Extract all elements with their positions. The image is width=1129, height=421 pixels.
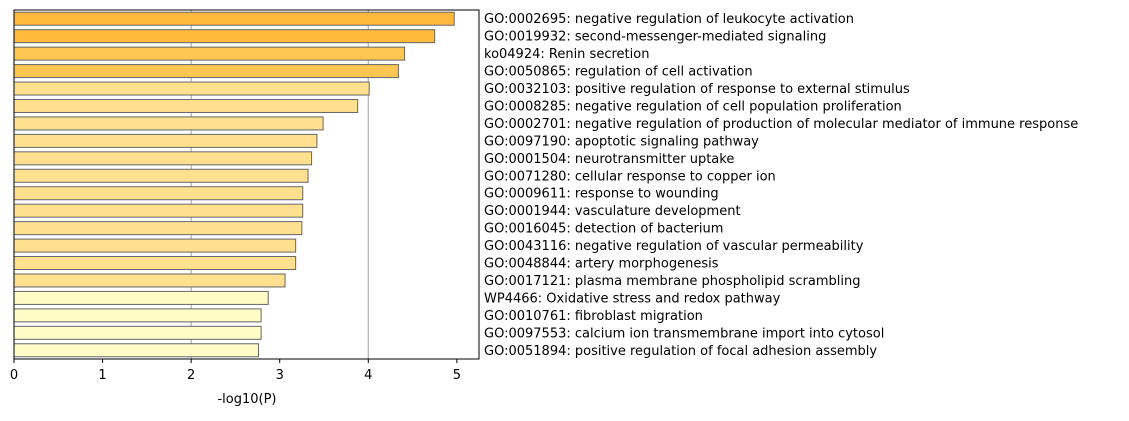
bar-4 <box>13 64 399 79</box>
category-label: GO:0002695: negative regulation of leuko… <box>484 12 854 27</box>
bar-18 <box>13 308 262 323</box>
bar-3 <box>13 46 406 61</box>
bar-17 <box>13 290 269 305</box>
bar-5 <box>13 81 370 96</box>
x-tick-label: 5 <box>453 368 461 383</box>
category-label: GO:0001944: vasculature development <box>484 204 741 219</box>
x-axis-title: -log10(P) <box>217 392 276 407</box>
category-label: GO:0071280: cellular response to copper … <box>484 169 776 184</box>
bar-10 <box>13 168 309 183</box>
category-label: GO:0016045: detection of bacterium <box>484 222 723 237</box>
category-label: ko04924: Renin secretion <box>484 47 649 62</box>
gridlines <box>190 10 369 359</box>
bar-16 <box>13 273 286 288</box>
bar-13 <box>13 221 303 236</box>
bar-1 <box>13 11 455 26</box>
category-label: GO:0050865: regulation of cell activatio… <box>484 65 753 80</box>
bar-11 <box>13 186 304 201</box>
category-label: GO:0032103: positive regulation of respo… <box>484 82 910 97</box>
category-label: GO:0017121: plasma membrane phospholipid… <box>484 274 861 289</box>
plot-frame <box>13 9 480 360</box>
bar-7 <box>13 116 324 131</box>
x-tick-label: 1 <box>98 368 106 383</box>
category-label: GO:0048844: artery morphogenesis <box>484 257 719 272</box>
bar-20 <box>13 343 259 358</box>
category-label: WP4466: Oxidative stress and redox pathw… <box>484 291 781 306</box>
category-label: GO:0001504: neurotransmitter uptake <box>484 152 734 167</box>
category-label: GO:0051894: positive regulation of focal… <box>484 344 877 359</box>
bar-19 <box>13 325 262 340</box>
category-label: GO:0010761: fibroblast migration <box>484 309 703 324</box>
category-label: GO:0019932: second-messenger-mediated si… <box>484 30 826 45</box>
category-label: GO:0097553: calcium ion transmembrane im… <box>484 326 884 341</box>
x-tick-label: 3 <box>276 368 284 383</box>
category-label: GO:0002701: negative regulation of produ… <box>484 117 1078 132</box>
bar-2 <box>13 29 436 44</box>
bar-12 <box>13 203 304 218</box>
bar-8 <box>13 133 318 148</box>
category-label: GO:0097190: apoptotic signaling pathway <box>484 134 759 149</box>
axes: 0 1 2 3 4 5 <box>10 9 480 383</box>
x-tick-label: 4 <box>364 368 372 383</box>
bar-15 <box>13 256 297 271</box>
category-labels: GO:0002695: negative regulation of leuko… <box>484 12 1078 359</box>
bar-6 <box>13 98 359 113</box>
bar-9 <box>13 151 313 166</box>
bars <box>13 11 455 358</box>
category-label: GO:0009611: response to wounding <box>484 187 719 202</box>
x-tick-label: 0 <box>10 368 18 383</box>
x-tick-label: 2 <box>187 368 195 383</box>
bar-14 <box>13 238 297 253</box>
category-label: GO:0043116: negative regulation of vascu… <box>484 239 864 254</box>
category-label: GO:0008285: negative regulation of cell … <box>484 99 902 114</box>
